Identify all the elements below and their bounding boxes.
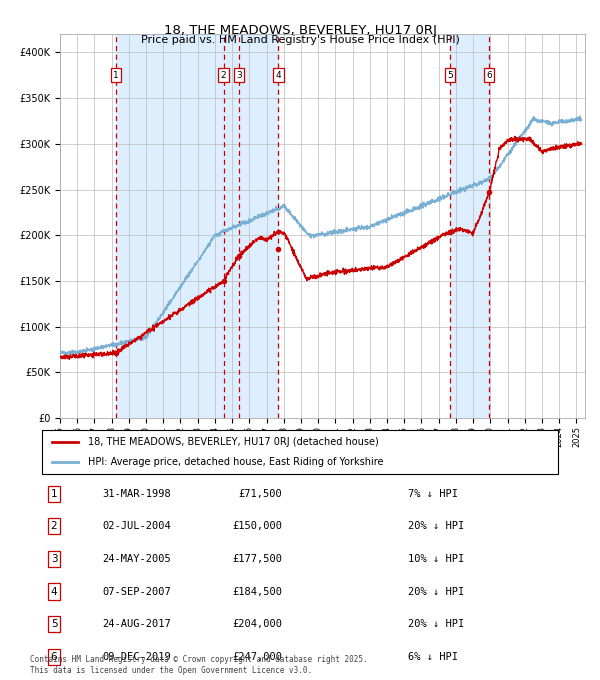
Text: £204,000: £204,000 bbox=[232, 619, 282, 629]
Text: £184,500: £184,500 bbox=[232, 587, 282, 596]
Bar bbox=[450, 34, 489, 418]
Text: 5: 5 bbox=[447, 71, 453, 80]
Text: 7% ↓ HPI: 7% ↓ HPI bbox=[408, 489, 458, 498]
Text: 6% ↓ HPI: 6% ↓ HPI bbox=[408, 652, 458, 662]
Text: 4: 4 bbox=[275, 71, 281, 80]
Text: £71,500: £71,500 bbox=[238, 489, 282, 498]
Text: 1: 1 bbox=[50, 489, 58, 498]
Text: 6: 6 bbox=[50, 652, 58, 662]
Text: 31-MAR-1998: 31-MAR-1998 bbox=[102, 489, 171, 498]
Text: 2: 2 bbox=[221, 71, 226, 80]
Text: 5: 5 bbox=[50, 619, 58, 629]
FancyBboxPatch shape bbox=[42, 430, 558, 474]
Text: 02-JUL-2004: 02-JUL-2004 bbox=[102, 522, 171, 531]
Text: 07-SEP-2007: 07-SEP-2007 bbox=[102, 587, 171, 596]
Text: 20% ↓ HPI: 20% ↓ HPI bbox=[408, 587, 464, 596]
Text: 4: 4 bbox=[50, 587, 58, 596]
Text: £150,000: £150,000 bbox=[232, 522, 282, 531]
Text: 09-DEC-2019: 09-DEC-2019 bbox=[102, 652, 171, 662]
Text: 18, THE MEADOWS, BEVERLEY, HU17 0RJ: 18, THE MEADOWS, BEVERLEY, HU17 0RJ bbox=[164, 24, 436, 37]
Text: 24-AUG-2017: 24-AUG-2017 bbox=[102, 619, 171, 629]
Bar bbox=[224, 34, 239, 418]
Bar bbox=[116, 34, 224, 418]
Text: 6: 6 bbox=[487, 71, 492, 80]
Bar bbox=[239, 34, 278, 418]
Text: 10% ↓ HPI: 10% ↓ HPI bbox=[408, 554, 464, 564]
Text: Contains HM Land Registry data © Crown copyright and database right 2025.
This d: Contains HM Land Registry data © Crown c… bbox=[30, 655, 368, 675]
Text: 3: 3 bbox=[50, 554, 58, 564]
Text: £247,000: £247,000 bbox=[232, 652, 282, 662]
Text: £177,500: £177,500 bbox=[232, 554, 282, 564]
Text: 20% ↓ HPI: 20% ↓ HPI bbox=[408, 619, 464, 629]
Text: HPI: Average price, detached house, East Riding of Yorkshire: HPI: Average price, detached house, East… bbox=[88, 456, 384, 466]
Text: 1: 1 bbox=[113, 71, 119, 80]
Text: 18, THE MEADOWS, BEVERLEY, HU17 0RJ (detached house): 18, THE MEADOWS, BEVERLEY, HU17 0RJ (det… bbox=[88, 437, 379, 447]
Text: 20% ↓ HPI: 20% ↓ HPI bbox=[408, 522, 464, 531]
Text: Price paid vs. HM Land Registry's House Price Index (HPI): Price paid vs. HM Land Registry's House … bbox=[140, 35, 460, 46]
Text: 24-MAY-2005: 24-MAY-2005 bbox=[102, 554, 171, 564]
Text: 3: 3 bbox=[236, 71, 242, 80]
Text: 2: 2 bbox=[50, 522, 58, 531]
